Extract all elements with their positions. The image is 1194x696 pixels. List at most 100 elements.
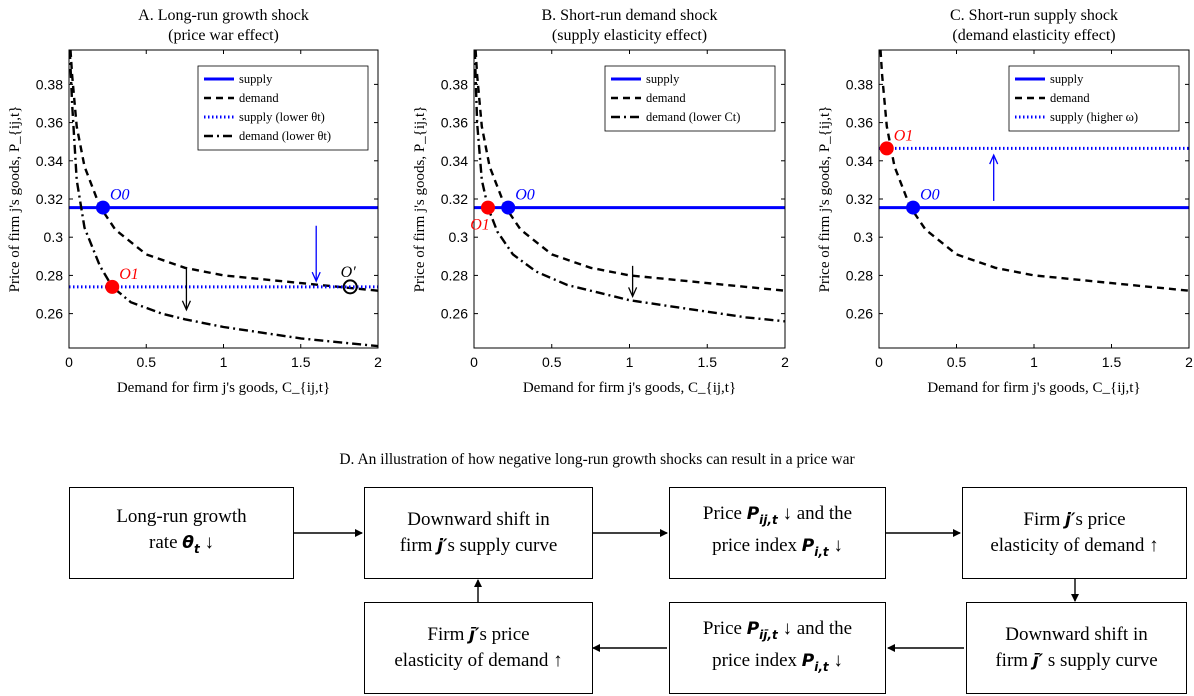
legend-label: supply [239, 72, 273, 86]
equilibrium-point [342, 279, 358, 295]
x-tick-label: 1.5 [698, 354, 718, 370]
legend-label: supply [1050, 72, 1084, 86]
chart-panel-3: C. Short-run supply shock (demand elastic… [817, 7, 1193, 396]
y-tick-label: 0.36 [846, 115, 873, 131]
y-axis-label: Price of firm j's goods, P_{ij,t} [7, 106, 23, 293]
y-tick-label: 0.28 [846, 267, 873, 283]
x-tick-label: 0 [470, 354, 478, 370]
x-tick-label: 0.5 [947, 354, 967, 370]
x-tick-label: 2 [1185, 354, 1193, 370]
legend-label: supply [646, 72, 680, 86]
y-tick-label: 0.34 [36, 153, 63, 169]
flow-box-2: Downward shift in firm j′s supply curve [364, 487, 593, 579]
y-tick-label: 0.26 [36, 306, 63, 322]
x-tick-label: 1 [220, 354, 228, 370]
charts-area: A. Long-run growth shock (price war effec… [7, 7, 1193, 396]
shift-arrow-head [628, 287, 638, 299]
y-tick-label: 0.36 [441, 115, 468, 131]
flow-box-5: Downward shift in firm j̄′ s supply curv… [966, 602, 1187, 694]
y-tick-label: 0.34 [441, 153, 468, 169]
equilibrium-point [879, 141, 894, 156]
equilibrium-point [95, 200, 110, 215]
x-tick-label: 0.5 [542, 354, 562, 370]
y-tick-label: 0.26 [846, 306, 873, 322]
x-tick-label: 1 [626, 354, 634, 370]
point-label: O0 [920, 187, 940, 204]
legend: supply demand supply (higher ω) [1008, 65, 1180, 132]
y-axis-label: Price of firm j's goods, P_{ij,t} [817, 106, 833, 293]
legend-box [604, 65, 776, 132]
chart-panel-1: A. Long-run growth shock (price war effec… [7, 7, 382, 396]
series-line-dashed [69, 50, 378, 292]
shift-arrow-head [989, 153, 999, 165]
series-line-dashdot [69, 50, 378, 348]
series-line-dashed [474, 50, 785, 292]
y-tick-label: 0.3 [854, 229, 874, 245]
y-tick-label: 0.32 [36, 191, 63, 207]
flow-box-6: Price Pij̄,t ↓ and the price index Pi,t … [669, 602, 886, 694]
y-tick-label: 0.28 [36, 267, 63, 283]
legend-label: demand [239, 91, 279, 105]
legend-label: demand (lower Ct) [646, 110, 740, 124]
y-tick-label: 0.3 [44, 229, 64, 245]
equilibrium-point [501, 200, 516, 215]
x-axis-label: Demand for firm j's goods, C_{ij,t} [927, 380, 1140, 396]
chart-subtitle: (demand elasticity effect) [952, 27, 1115, 44]
x-tick-label: 1.5 [1102, 354, 1122, 370]
point-label: O1 [894, 127, 914, 144]
chart-title: B. Short-run demand shock [542, 7, 718, 24]
chart-subtitle: (price war effect) [168, 27, 279, 44]
plot-area [879, 50, 1189, 292]
flow-box-4: Firm j′s price elasticity of demand ↑ [962, 487, 1187, 579]
flow-box-7: Firm j̄′s price elasticity of demand ↑ [364, 602, 593, 694]
x-axis-label: Demand for firm j's goods, C_{ij,t} [117, 380, 330, 396]
plot-area [474, 50, 785, 323]
x-tick-label: 2 [374, 354, 382, 370]
y-tick-label: 0.32 [441, 191, 468, 207]
y-tick-label: 0.28 [441, 267, 468, 283]
series-line-dashed [879, 50, 1189, 292]
legend-label: supply (higher ω) [1050, 110, 1138, 124]
point-label: O1 [119, 266, 139, 283]
y-tick-label: 0.34 [846, 153, 873, 169]
plot-area [69, 50, 378, 348]
x-tick-label: 2 [781, 354, 789, 370]
legend-box [1008, 65, 1180, 132]
x-tick-label: 1 [1030, 354, 1038, 370]
legend: supply demand supply (lower θt) demand (low… [197, 65, 369, 151]
x-tick-label: 1.5 [291, 354, 311, 370]
x-tick-label: 0.5 [137, 354, 157, 370]
series-line-dashdot [474, 50, 785, 323]
shift-arrow-head [311, 271, 321, 283]
x-tick-label: 0 [65, 354, 73, 370]
legend-label: supply (lower θt) [239, 110, 325, 124]
point-label: O0 [515, 187, 535, 204]
equilibrium-point [906, 200, 921, 215]
legend-label: demand [1050, 91, 1090, 105]
point-label: O′ [341, 264, 357, 281]
legend: supply demand demand (lower Ct) [604, 65, 776, 132]
legend-label: demand (lower θt) [239, 129, 331, 143]
y-tick-label: 0.36 [36, 115, 63, 131]
y-tick-label: 0.38 [36, 76, 63, 92]
legend-label: demand [646, 91, 686, 105]
x-tick-label: 0 [875, 354, 883, 370]
y-tick-label: 0.26 [441, 306, 468, 322]
flow-box-3: Price Pij,t ↓ and the price index Pi,t ↓ [669, 487, 886, 579]
point-label: O0 [110, 187, 130, 204]
y-tick-label: 0.32 [846, 191, 873, 207]
shift-arrow-head [181, 300, 192, 312]
chart-subtitle: (supply elasticity effect) [552, 27, 707, 44]
chart-panel-2: B. Short-run demand shock (supply elastic… [412, 7, 789, 396]
x-axis-label: Demand for firm j's goods, C_{ij,t} [523, 380, 736, 396]
point-label: O1 [470, 217, 490, 234]
equilibrium-point [480, 200, 495, 215]
chart-title: C. Short-run supply shock [950, 7, 1118, 24]
flow-box-1: Long-run growth rate θt ↓ [69, 487, 294, 579]
equilibrium-point [105, 279, 120, 294]
y-axis-label: Price of firm j's goods, P_{ij,t} [412, 106, 428, 293]
y-tick-label: 0.38 [441, 76, 468, 92]
chart-title: A. Long-run growth shock [138, 7, 309, 24]
flowchart-title: D. An illustration of how negative long-… [339, 451, 855, 468]
